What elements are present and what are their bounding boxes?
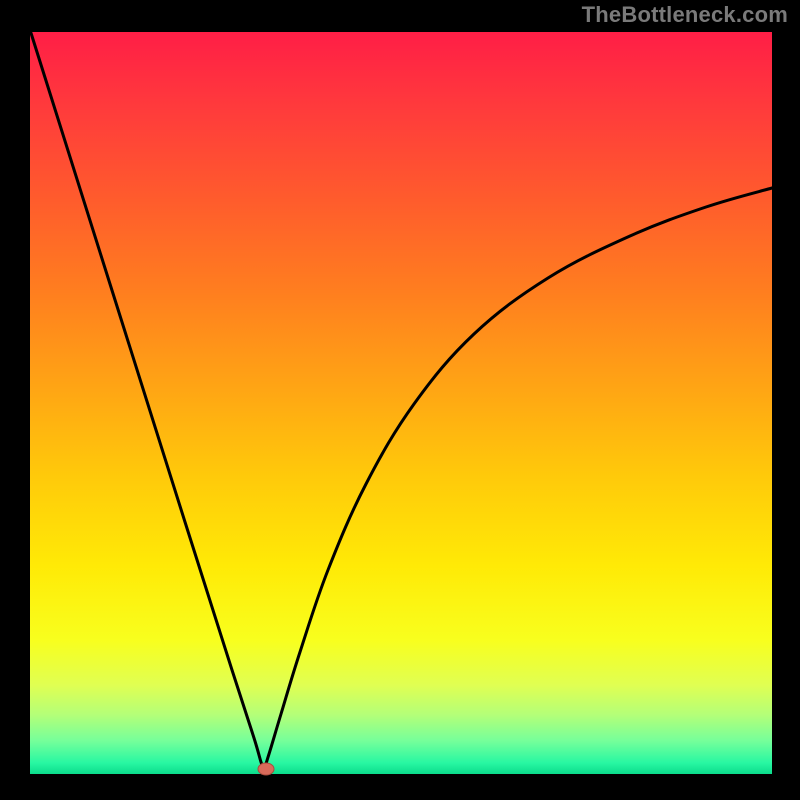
bottleneck-chart (0, 0, 800, 800)
plot-background (30, 32, 772, 774)
watermark-text: TheBottleneck.com (582, 2, 788, 28)
chart-root: { "watermark": { "text": "TheBottleneck.… (0, 0, 800, 800)
vertex-marker (258, 763, 274, 775)
